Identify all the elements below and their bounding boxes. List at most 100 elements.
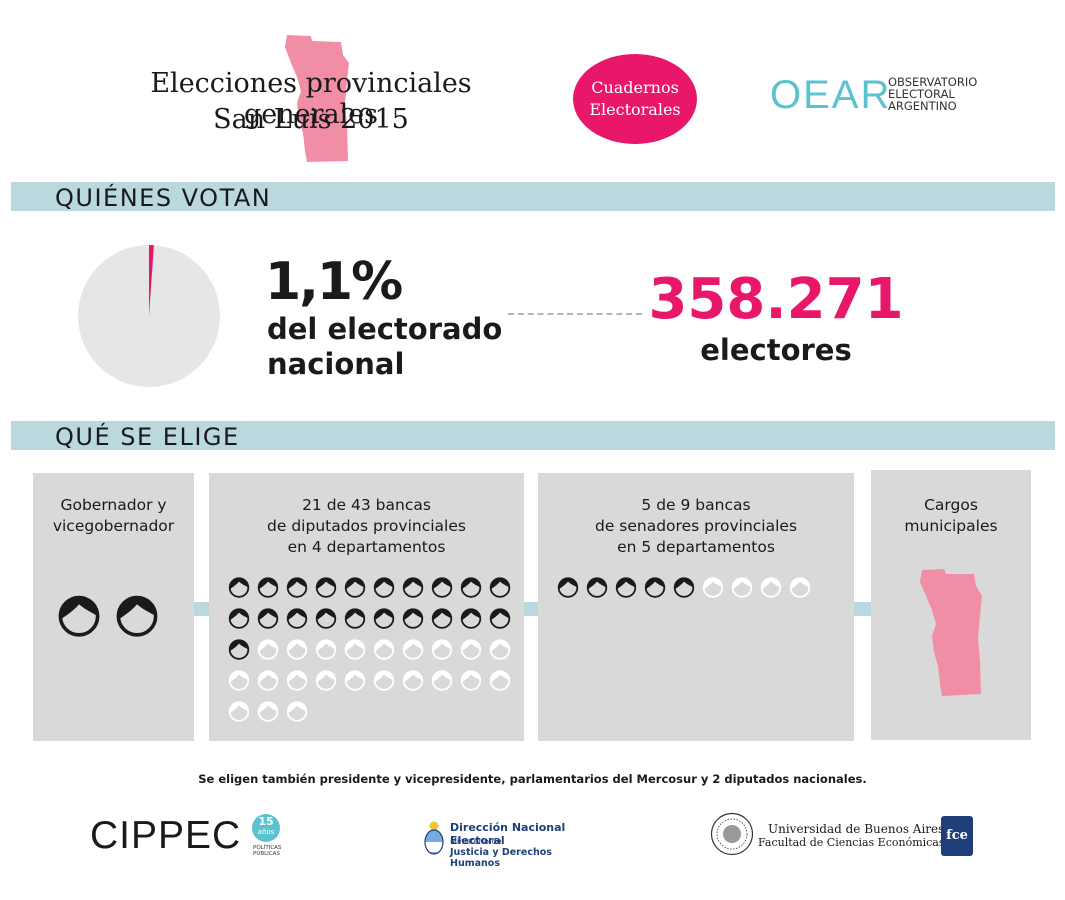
empty-seat-icon [227,699,251,727]
filled-seat-icon [488,606,512,634]
filled-seat-icon [314,606,338,634]
card-title-line: vicegobernador [52,517,175,535]
section-band-que-se-elige: QUÉ SE ELIGE [11,421,1055,451]
filled-seat-icon [614,575,638,603]
oear-logo-mark: OEAR [770,73,892,117]
empty-seat-icon [227,668,251,696]
cippec-logo: CIPPEC 15 años POLÍTICAS PÚBLICAS [90,812,290,862]
dne-logo: Dirección Nacional Electoral Ministerio … [424,818,604,869]
empty-seat-icon [788,575,812,603]
cippec-logo-text: CIPPEC [90,814,242,857]
uba-line-2: Facultad de Ciencias Económicas [758,836,945,849]
oear-logo-line-2: ELECTORAL [888,87,955,101]
empty-seat-icon [430,637,454,665]
filled-seat-icon [643,575,667,603]
filled-seat-icon [585,575,609,603]
filled-seat-icon [672,575,696,603]
section-band-quienes-votan: QUIÉNES VOTAN [11,182,1055,212]
empty-seat-icon [285,699,309,727]
filled-seat-icon [227,575,251,603]
empty-seat-icon [285,637,309,665]
argentine-coat-of-arms-icon [424,821,444,855]
filled-seat-icon [488,575,512,603]
filled-seat-icon [256,575,280,603]
fce-badge-text: fce [946,828,968,843]
filled-seat-icon [401,606,425,634]
card-title-line: municipales [904,517,998,535]
uba-fce-logo: Universidad de Buenos Aires Facultad de … [710,812,980,860]
filled-seat-icon [285,606,309,634]
filled-seat-icon [227,637,251,665]
filled-seat-icon [459,606,483,634]
card-title-line: Cargos [924,496,978,514]
empty-seat-icon [401,637,425,665]
electorate-percent-label-2: nacional [267,347,405,381]
uba-seal-icon [710,812,754,856]
card-title-line: de senadores provinciales [594,517,798,535]
cuadernos-badge-line-1: Cuadernos [591,78,679,97]
filled-seat-icon [285,575,309,603]
section-heading-quienes-votan: QUIÉNES VOTAN [55,184,272,212]
card-gobernador: Gobernador y vicegobernador [33,473,194,741]
cippec-sub-2: PÚBLICAS [253,851,280,857]
dne-line-3: Justicia y Derechos Humanos [450,847,552,869]
empty-seat-icon [343,637,367,665]
filled-seat-icon [343,575,367,603]
cippec-badge-sub: años [257,828,275,836]
pie-share-slice [149,245,154,316]
oear-logo-line-1: OBSERVATORIO [888,75,978,89]
empty-seat-icon [256,668,280,696]
dne-line-1: Dirección Nacional Electoral [450,821,566,847]
cippec-anniversary-badge: 15 años [252,814,280,842]
empty-seat-icon [430,668,454,696]
san-luis-map-icon [920,569,982,696]
empty-seat-icon [759,575,783,603]
empty-seat-icon [256,699,280,727]
electores-number: 358.271 [648,267,904,332]
card-title-line: de diputados provinciales [267,517,466,535]
empty-seat-icon [285,668,309,696]
electorate-percent: 1,1% [265,252,403,312]
filled-seat-icon [55,591,103,643]
empty-seat-icon [314,637,338,665]
card-cargos-municipales: Cargos municipales [871,470,1031,740]
electorate-share-pie [78,245,220,387]
filled-seat-icon [430,575,454,603]
empty-seat-icon [488,637,512,665]
filled-seat-icon [459,575,483,603]
cuadernos-badge: Cuadernos Electorales [573,54,697,144]
card-diputados: 21 de 43 bancas de diputados provinciale… [209,473,524,741]
oear-logo-line-3: ARGENTINO [888,99,957,113]
san-luis-map-icon [285,35,349,162]
filled-seat-icon [256,606,280,634]
empty-seat-icon [256,637,280,665]
filled-seat-icon [343,606,367,634]
empty-seat-icon [314,668,338,696]
cuadernos-badge-line-2: Electorales [589,100,681,119]
page-title-line-2: San Luis 2015 [213,104,409,135]
oear-logo: OEAR OBSERVATORIO ELECTORAL ARGENTINO [770,74,990,120]
empty-seat-icon [701,575,725,603]
empty-seat-icon [401,668,425,696]
uba-line-1: Universidad de Buenos Aires [768,822,945,836]
cippec-badge-number: 15 [258,815,274,828]
card-title-line: Gobernador y [60,496,167,514]
card-connector [524,602,538,616]
dne-line-2: Ministerio de [450,837,502,846]
card-connector [194,602,209,616]
filled-seat-icon [113,591,161,643]
footer-note: Se eligen también presidente y vicepresi… [198,772,867,786]
electores-label: electores [700,333,852,367]
filled-seat-icon [430,606,454,634]
filled-seat-icon [556,575,580,603]
card-title-line: en 4 departamentos [287,538,446,556]
empty-seat-icon [488,668,512,696]
cippec-sub-1: POLÍTICAS [253,845,282,851]
empty-seat-icon [730,575,754,603]
empty-seat-icon [372,637,396,665]
card-senadores: 5 de 9 bancas de senadores provinciales … [538,473,854,741]
card-title-line: 5 de 9 bancas [641,496,751,514]
card-title-line: en 5 departamentos [617,538,775,556]
filled-seat-icon [227,606,251,634]
dashed-divider [508,313,642,315]
